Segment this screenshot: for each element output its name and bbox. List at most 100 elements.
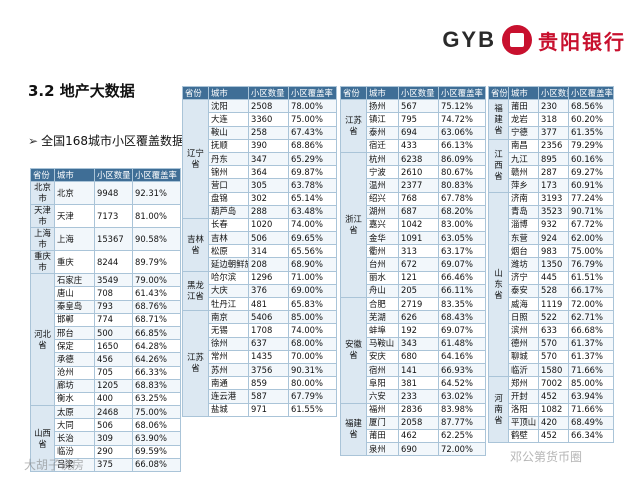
count-cell: 924 [538, 231, 569, 246]
table-row: 抚顺 390 68.86% [183, 138, 337, 153]
province-cell: 江苏省 [182, 310, 209, 417]
city-cell: 盐城 [208, 402, 249, 417]
city-cell: 南昌 [508, 138, 539, 153]
count-cell: 1435 [248, 349, 289, 364]
city-cell: 苏州 [208, 362, 249, 378]
city-cell: 宿迁 [366, 138, 399, 153]
subtitle-text: 全国168城市小区覆盖数据 [41, 134, 184, 148]
city-cell: 承德 [54, 352, 95, 367]
count-cell: 708 [94, 286, 133, 301]
count-cell: 3523 [538, 204, 569, 219]
count-cell: 528 [538, 283, 569, 299]
logo-text-cn: 贵阳银行 [538, 29, 626, 54]
coverage-cell: 63.94% [568, 389, 614, 404]
province-cell: 辽宁省 [182, 99, 209, 219]
city-cell: 萍乡 [508, 178, 539, 193]
coverage-cell: 75.00% [568, 244, 614, 259]
coverage-cell: 71.00% [288, 270, 337, 285]
count-cell: 230 [538, 99, 569, 114]
coverage-cell: 77.24% [568, 191, 614, 206]
table-row: 台州 672 69.07% [341, 257, 486, 272]
count-cell: 1580 [538, 362, 569, 378]
province-cell: 河北省 [30, 273, 55, 407]
count-cell: 381 [398, 376, 439, 391]
city-cell: 邯郸 [54, 312, 95, 327]
city-cell: 重庆 [54, 250, 95, 275]
coverage-cell: 69.27% [568, 165, 614, 180]
coverage-cell: 72.00% [568, 296, 614, 312]
coverage-cell: 68.00% [288, 336, 337, 351]
count-cell: 570 [538, 349, 569, 364]
coverage-cell: 63.90% [132, 431, 181, 446]
city-cell: 莆田 [366, 428, 399, 444]
col-city-header: 城市 [208, 85, 249, 101]
coverage-cell: 67.79% [288, 389, 337, 404]
count-cell: 690 [398, 442, 439, 457]
count-cell: 7002 [538, 376, 569, 391]
coverage-cell: 83.00% [438, 217, 486, 233]
coverage-cell: 66.11% [438, 283, 486, 299]
table-row: 松原 314 65.56% [183, 244, 337, 259]
count-cell: 672 [398, 257, 439, 272]
table-row: 无锡 1708 74.00% [183, 323, 337, 338]
table-row: 九江 895 60.16% [489, 151, 614, 167]
city-cell: 抚顺 [208, 138, 249, 153]
city-cell: 厦门 [366, 415, 399, 430]
province-cell: 山东省 [488, 191, 509, 378]
table-row: 大连 3360 75.00% [183, 112, 337, 127]
province-cell: 福建省 [340, 402, 367, 457]
city-cell: 六安 [366, 389, 399, 404]
col-count-header: 小区数量 [248, 85, 289, 101]
province-cell: 重庆市 [30, 250, 55, 275]
city-cell: 德州 [508, 336, 539, 351]
city-cell: 牡丹江 [208, 296, 249, 312]
table-row: 承德 456 64.26% [31, 352, 181, 367]
count-cell: 287 [538, 165, 569, 180]
city-cell: 马鞍山 [366, 336, 399, 351]
chevron-right-icon: ➢ [28, 134, 39, 148]
coverage-cell: 74.72% [438, 112, 486, 127]
city-cell: 长春 [208, 217, 249, 233]
city-cell: 合肥 [366, 296, 399, 312]
coverage-cell: 92.31% [132, 181, 181, 206]
city-cell: 上海 [54, 227, 95, 252]
table-row: 阜阳 381 64.52% [341, 376, 486, 391]
city-cell: 赣州 [508, 165, 539, 180]
table-row: 安徽省 合肥 2719 83.35% [340, 296, 486, 404]
coverage-cell: 60.20% [568, 112, 614, 127]
city-cell: 衡水 [54, 391, 95, 407]
table-row: 赣州 287 69.27% [489, 165, 614, 180]
table-header-row: 省份城市小区数量小区覆盖率 [340, 85, 486, 101]
count-cell: 774 [94, 312, 133, 327]
table-row: 日照 522 62.71% [489, 310, 614, 325]
count-cell: 637 [248, 336, 289, 351]
city-cell: 阜阳 [366, 376, 399, 391]
table-row: 马鞍山 343 61.48% [341, 336, 486, 351]
table-row: 福建省 福州 2836 83.98% [340, 402, 486, 457]
table-row: 潍坊 1350 76.79% [489, 257, 614, 272]
coverage-cell: 87.77% [438, 415, 486, 430]
table-row: 温州 2377 80.83% [341, 178, 486, 193]
city-cell: 开封 [508, 389, 539, 404]
count-cell: 522 [538, 310, 569, 325]
table-row: 唐山 708 61.43% [31, 286, 181, 301]
city-cell: 鹤壁 [508, 428, 539, 444]
table-row: 邢台 500 66.85% [31, 325, 181, 341]
city-cell: 石家庄 [54, 273, 95, 288]
table-row: 葫芦岛 288 63.48% [183, 204, 337, 219]
coverage-cell: 63.17% [438, 244, 486, 259]
col-city-header: 城市 [366, 85, 399, 101]
coverage-cell: 68.71% [132, 312, 181, 327]
province-cell: 安徽省 [340, 297, 367, 404]
city-cell: 湖州 [366, 204, 399, 219]
bank-logo-icon [502, 25, 532, 55]
col-coverage-header: 小区覆盖率 [568, 85, 614, 101]
count-cell: 6238 [398, 151, 439, 167]
coverage-cell: 90.31% [288, 362, 337, 378]
table-row: 衡水 400 63.25% [31, 391, 181, 407]
count-cell: 233 [398, 389, 439, 404]
table-row: 安庆 680 64.16% [341, 349, 486, 364]
coverage-cell: 66.46% [438, 270, 486, 285]
coverage-cell: 63.05% [438, 231, 486, 246]
